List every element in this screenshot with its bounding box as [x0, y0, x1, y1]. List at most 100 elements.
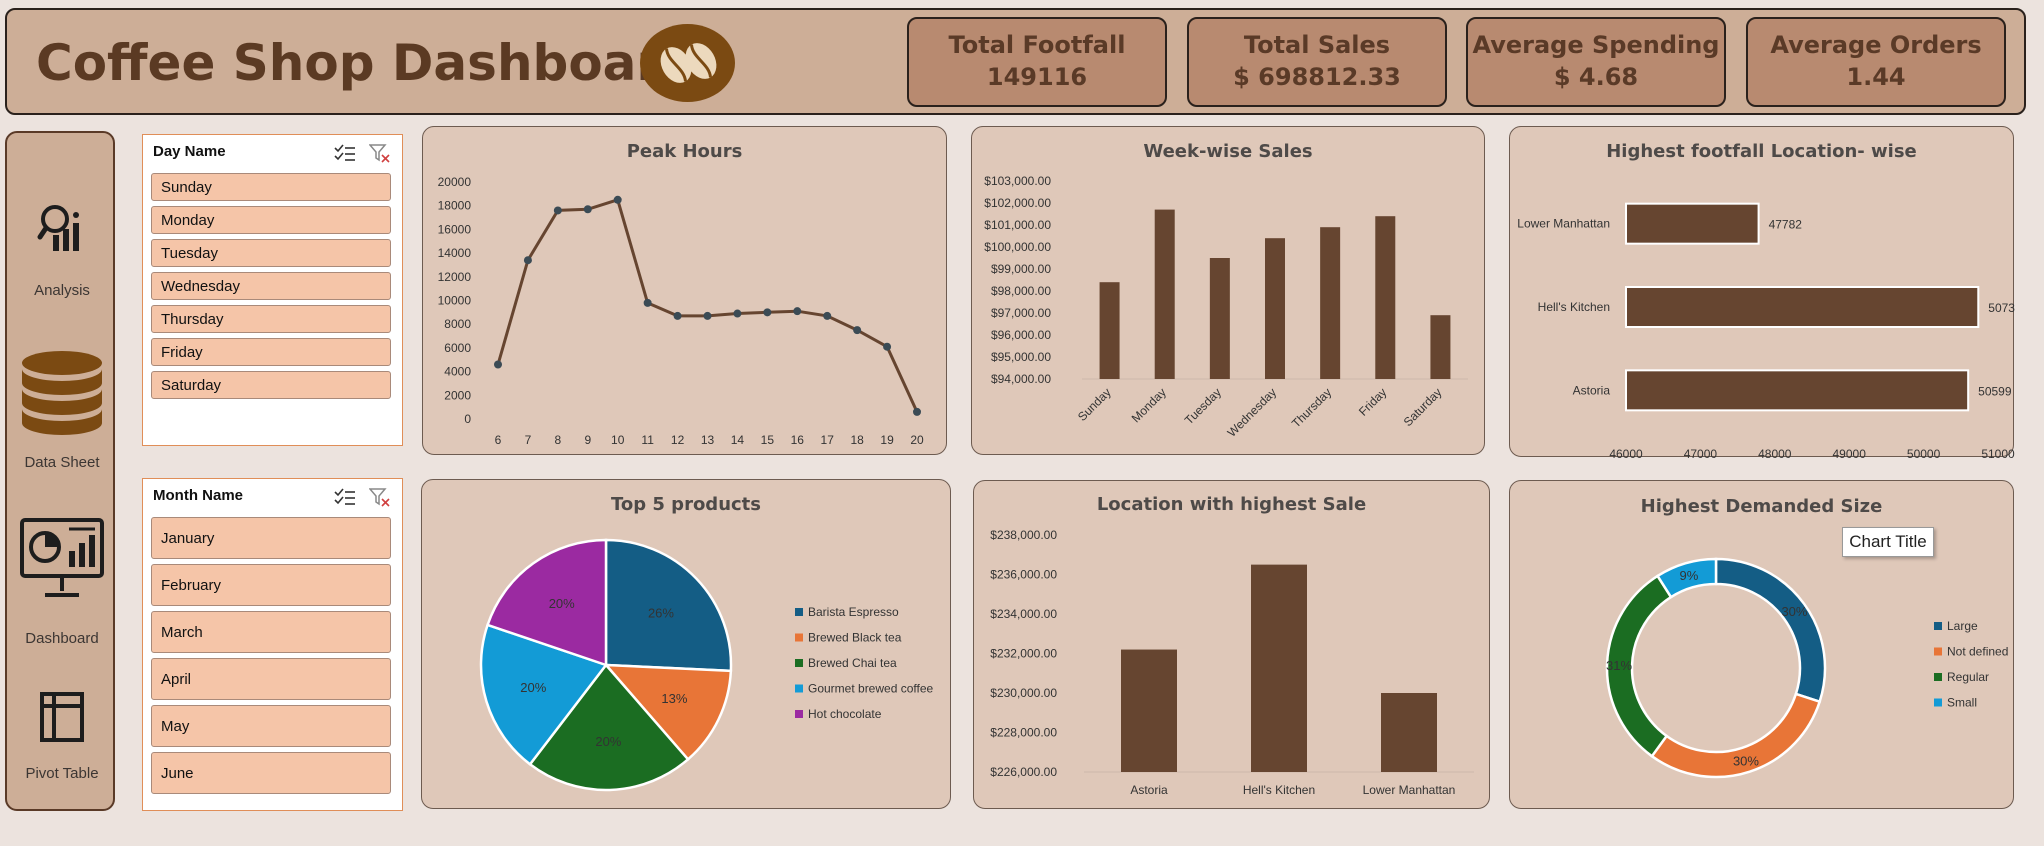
clear-filter-icon[interactable] [369, 143, 391, 163]
data-label: 30% [1733, 753, 1759, 768]
slicer-item-february[interactable]: February [151, 564, 391, 606]
legend-label: Brewed Chai tea [808, 656, 897, 670]
nav-pivot-table-label: Pivot Table [25, 765, 99, 782]
multi-select-icon[interactable] [333, 487, 357, 507]
pie-slice [603, 663, 733, 762]
data-point [853, 326, 862, 335]
legend-label: Barista Espresso [808, 605, 899, 619]
bar [1265, 238, 1285, 379]
slicer-title: Day Name [153, 143, 226, 160]
y-tick-label: 6000 [444, 341, 471, 355]
data-label: 9% [1680, 568, 1699, 583]
slicer-item-march[interactable]: March [151, 611, 391, 653]
x-tick-label: 11 [641, 433, 654, 447]
x-tick-label: Thursday [1289, 385, 1334, 430]
chart-title: Highest footfall Location- wise [1606, 141, 1917, 162]
slicer-item-wednesday[interactable]: Wednesday [151, 272, 391, 300]
x-tick-label: 20 [910, 433, 924, 447]
bar [1320, 227, 1341, 379]
data-point [703, 311, 712, 320]
y-tick-label: 4000 [444, 365, 471, 379]
y-tick-label: 18000 [438, 199, 472, 213]
slicer-item-monday[interactable]: Monday [151, 206, 391, 234]
y-tick-label: $97,000.00 [991, 306, 1051, 320]
top-products-chart[interactable]: Top 5 products 26% 13% 20% 20% 20% Barista Es… [421, 479, 951, 809]
x-tick-label: 46000 [1609, 447, 1643, 458]
legend-swatch [795, 659, 803, 667]
y-tick-label: $228,000.00 [990, 726, 1057, 740]
top-products-plot: 26% 13% 20% 20% 20% Barista Espresso Brewed Bl… [479, 538, 934, 792]
slicer-item-sunday[interactable]: Sunday [151, 173, 391, 201]
data-label: 31% [1606, 658, 1632, 673]
clear-filter-icon[interactable] [369, 487, 391, 507]
y-tick-label: $99,000.00 [991, 262, 1051, 276]
multi-select-icon[interactable] [333, 143, 357, 163]
x-tick-label: 15 [761, 433, 775, 447]
pie-slice [1655, 557, 1718, 599]
nav-data-sheet-button[interactable] [7, 349, 117, 446]
x-tick-label: 12 [671, 433, 685, 447]
data-label: 20% [520, 680, 546, 695]
data-label: 50735 [1988, 301, 2015, 315]
kpi-value: $ 698812.33 [1233, 63, 1401, 91]
peak-hours-chart[interactable]: Peak Hours 0 2000 4000 6000 8000 10000 12000 14… [422, 126, 947, 455]
bar [1251, 564, 1307, 772]
legend-swatch [795, 633, 803, 642]
data-point [494, 360, 502, 369]
data-point [553, 206, 562, 215]
x-tick-label: 13 [701, 433, 715, 447]
x-tick-label: Wednesday [1225, 385, 1280, 440]
slicer-item-saturday[interactable]: Saturday [151, 371, 391, 399]
series-line [496, 197, 919, 413]
coffee-beans-icon [640, 24, 735, 102]
kpi-label: Total Sales [1243, 31, 1391, 59]
x-tick-label: 8 [555, 433, 562, 447]
y-tick-label: 8000 [444, 317, 471, 331]
kpi-card-average-spending: Average Spending $ 4.68 [1466, 17, 1726, 107]
location-sales-plot: $226,000.00 $228,000.00 $230,000.00 $232,00… [990, 528, 1474, 797]
nav-dashboard-button[interactable] [7, 517, 117, 608]
slicer-item-tuesday[interactable]: Tuesday [151, 239, 391, 267]
legend-label: Hot chocolate [808, 707, 882, 721]
slicer-item-april[interactable]: April [151, 658, 391, 700]
data-label: 20% [595, 734, 621, 749]
pie-slice [479, 623, 609, 767]
y-tick-label: Hell's Kitchen [1538, 300, 1610, 314]
data-label: 13% [661, 691, 687, 706]
y-tick-label: $236,000.00 [990, 568, 1057, 582]
y-tick-label: 16000 [438, 222, 472, 236]
kpi-value: 149116 [986, 63, 1088, 91]
legend-swatch [795, 608, 803, 616]
legend-swatch [795, 684, 803, 693]
data-label: 20% [549, 596, 575, 611]
y-tick-label: $230,000.00 [990, 686, 1057, 700]
data-point [793, 307, 802, 316]
data-point [763, 308, 772, 317]
y-tick-label: $98,000.00 [991, 284, 1051, 298]
nav-analysis-button[interactable] [7, 201, 117, 262]
legend-label: Regular [1947, 670, 1989, 684]
demanded-size-chart[interactable]: Highest Demanded Size 30% 30% 31% 9% Large No… [1509, 480, 2014, 809]
nav-pivot-table-button[interactable] [7, 691, 117, 748]
x-tick-label: Monday [1129, 385, 1169, 425]
dashboard-icon [20, 518, 104, 597]
pie-slice [604, 538, 733, 673]
chart-title: Highest Demanded Size [1640, 496, 1883, 517]
x-tick-label: 17 [821, 433, 835, 447]
location-sales-chart[interactable]: Location with highest Sale $226,000.00 $2… [973, 480, 1490, 809]
week-wise-sales-chart[interactable]: Week-wise Sales $94,000.00 $95,000.00 $96,… [971, 126, 1485, 455]
slicer-item-thursday[interactable]: Thursday [151, 305, 391, 333]
bar [1099, 282, 1120, 379]
x-tick-label: Hell's Kitchen [1243, 783, 1315, 797]
chart-title: Top 5 products [610, 494, 761, 515]
slicer-item-june[interactable]: June [151, 752, 391, 794]
slicer-item-january[interactable]: January [151, 517, 391, 559]
slicer-item-friday[interactable]: Friday [151, 338, 391, 366]
kpi-label: Total Footfall [948, 31, 1126, 59]
x-tick-label: 7 [525, 433, 532, 447]
analysis-icon [37, 205, 79, 251]
y-tick-label: 12000 [438, 270, 472, 284]
footfall-location-chart[interactable]: Highest footfall Location- wise 46000 470… [1509, 126, 2015, 458]
pivot-table-icon [40, 692, 84, 742]
slicer-item-may[interactable]: May [151, 705, 391, 747]
